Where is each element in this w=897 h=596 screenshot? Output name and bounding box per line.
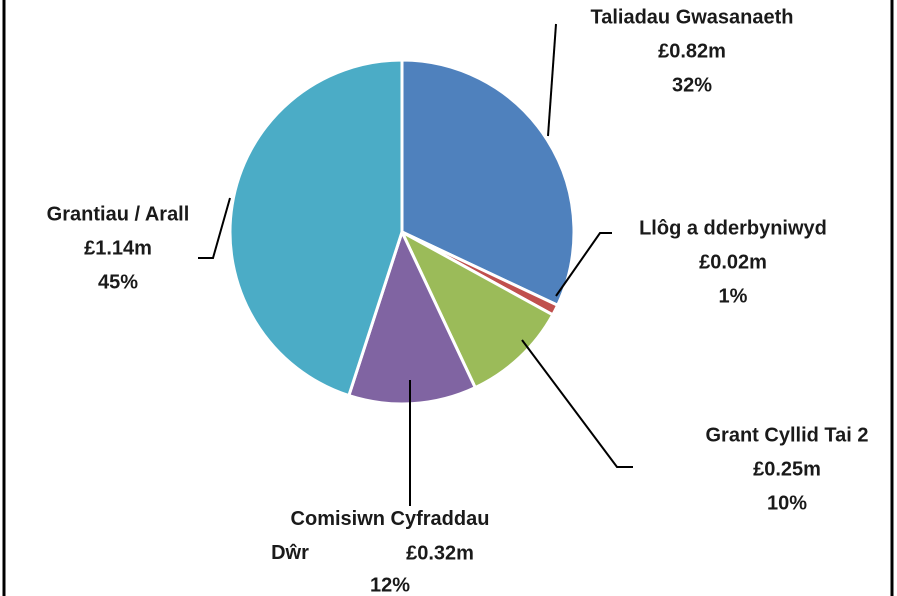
slice-amount: £1.14m xyxy=(84,237,152,259)
pie-slice xyxy=(228,58,404,398)
slice-amount: £0.25m xyxy=(753,458,821,480)
slice-amount: £0.82m xyxy=(658,40,726,62)
slice-amount: £0.02m xyxy=(699,251,767,273)
slice-percent: 1% xyxy=(719,285,748,307)
leader-line xyxy=(555,232,612,297)
slice-percent: 32% xyxy=(672,74,712,96)
slice-label: Grantiau / Arall xyxy=(47,203,190,225)
slice-percent: 10% xyxy=(767,492,807,514)
pie-slice xyxy=(398,228,555,390)
slice-label: Comisiwn Cyfraddau Dŵr xyxy=(271,508,489,564)
pie-slice xyxy=(400,58,576,308)
pie-slice xyxy=(346,227,478,406)
slice-label: Llôg a dderbyniwyd xyxy=(639,217,827,239)
leader-line xyxy=(547,23,557,137)
slice-percent: 12% xyxy=(370,574,410,596)
slice-label: Grant Cyllid Tai 2 xyxy=(706,424,869,446)
slice-amount: £0.32m xyxy=(406,542,474,564)
slice-percent: 45% xyxy=(98,271,138,293)
leader-line xyxy=(198,197,231,259)
slice-label: Taliadau Gwasanaeth xyxy=(590,6,793,28)
leader-line xyxy=(521,339,633,468)
